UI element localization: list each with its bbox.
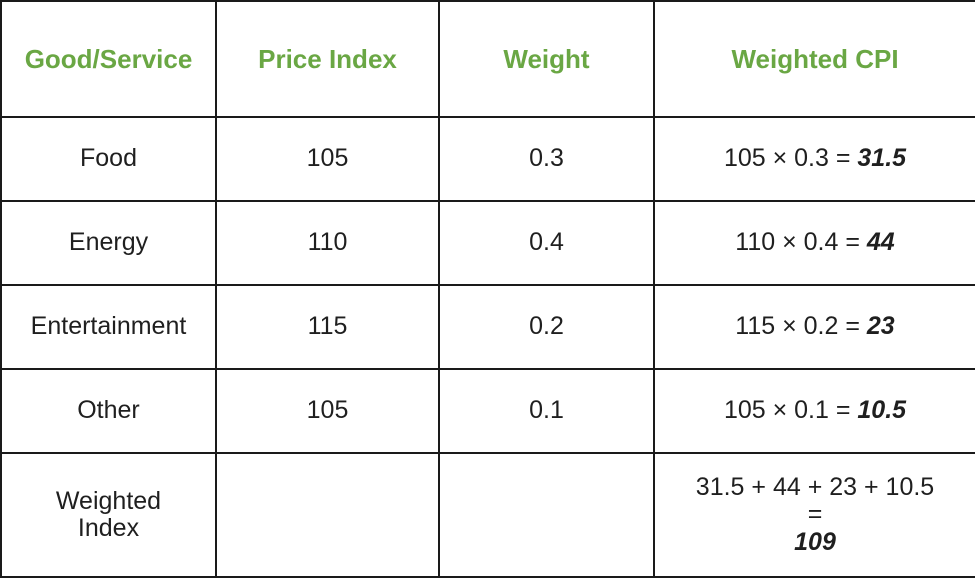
table-row: Other 105 0.1 105 × 0.1 = 10.5 [0,368,975,454]
cell-price-index: 110 [215,200,440,286]
cell-price-index: 105 [215,116,440,202]
total-sum-line: 31.5 + 44 + 23 + 10.5 [695,472,935,501]
formula-result: 10.5 [857,396,907,425]
cell-weight: 0.4 [438,200,655,286]
cell-weight: 0.1 [438,368,655,454]
cell-weighted-cpi: 115 × 0.2 = 23 [653,284,975,370]
empty-cell [438,452,655,578]
formula-text: 110 × 0.4 = [735,228,867,257]
header-row: Good/Service Price Index Weight Weighted… [0,0,975,118]
total-result: 109 [794,527,836,556]
header-price-index: Price Index [215,0,440,118]
formula-text: 115 × 0.2 = [735,312,867,341]
cell-good: Energy [0,200,217,286]
header-good-service: Good/Service [0,0,217,118]
formula-result: 31.5 [857,144,907,173]
total-equals: = [807,500,823,529]
formula-text: 105 × 0.1 = [723,396,858,425]
total-result-line: = 109 [663,501,967,556]
total-label-line1: Weighted [55,486,162,515]
cell-weighted-cpi: 105 × 0.3 = 31.5 [653,116,975,202]
table-row: Energy 110 0.4 110 × 0.4 = 44 [0,200,975,286]
empty-cell [215,452,440,578]
cell-weight: 0.2 [438,284,655,370]
total-label: Weighted Index [0,452,217,578]
table-row: Entertainment 115 0.2 115 × 0.2 = 23 [0,284,975,370]
header-weighted-cpi: Weighted CPI [653,0,975,118]
cell-good: Other [0,368,217,454]
formula-result: 44 [866,228,895,257]
cell-weighted-cpi: 110 × 0.4 = 44 [653,200,975,286]
table-row: Food 105 0.3 105 × 0.3 = 31.5 [0,116,975,202]
total-weighted-cpi: 31.5 + 44 + 23 + 10.5 = 109 [653,452,975,578]
formula-text: 105 × 0.3 = [723,144,858,173]
cell-weight: 0.3 [438,116,655,202]
cell-good: Food [0,116,217,202]
header-weight: Weight [438,0,655,118]
formula-result: 23 [866,312,895,341]
total-label-line2: Index [77,514,140,542]
cell-weighted-cpi: 105 × 0.1 = 10.5 [653,368,975,454]
cell-price-index: 115 [215,284,440,370]
total-row: Weighted Index 31.5 + 44 + 23 + 10.5 = 1… [0,452,975,578]
cell-price-index: 105 [215,368,440,454]
cell-good: Entertainment [0,284,217,370]
